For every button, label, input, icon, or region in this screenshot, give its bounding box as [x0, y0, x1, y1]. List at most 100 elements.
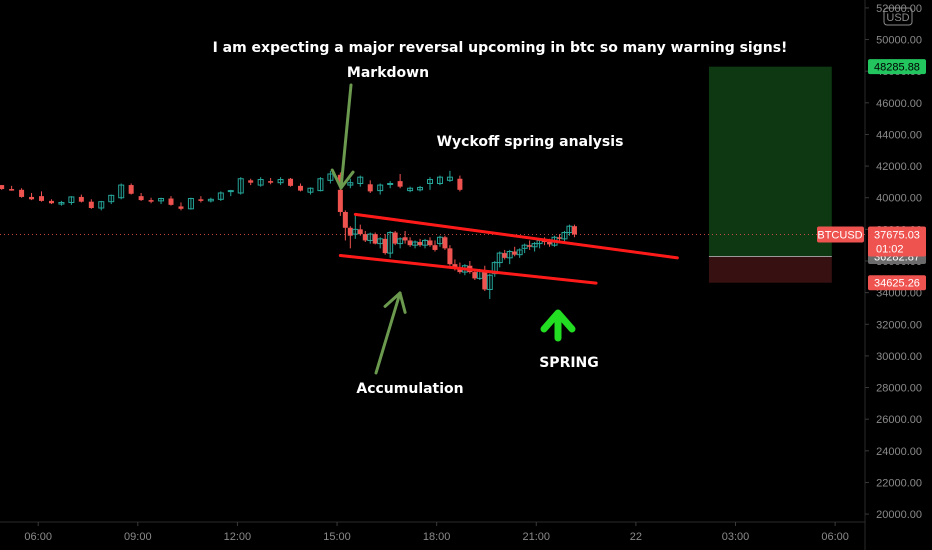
candle-body [512, 251, 518, 255]
candle-body [377, 184, 384, 192]
wyckoff-annotation: Wyckoff spring analysis [437, 134, 624, 150]
candle-body [362, 234, 368, 241]
candle-body [307, 187, 314, 193]
candle-body [407, 187, 414, 192]
candle-body [108, 194, 115, 203]
y-tick-label: 20000.00 [876, 509, 922, 521]
candle-body [268, 181, 274, 183]
candle-body [298, 185, 304, 191]
candle-body [347, 182, 354, 186]
x-tick-label: 15:00 [323, 531, 351, 543]
candle-body [257, 179, 264, 186]
candle-body [407, 240, 413, 246]
symbol-label: BTCUSD [817, 230, 862, 242]
candle-body [207, 198, 214, 202]
y-tick-label: 42000.00 [876, 161, 922, 173]
y-tick-label: 50000.00 [876, 35, 922, 47]
candle-body [527, 245, 533, 247]
candle-body [357, 176, 364, 184]
y-tick-label: 52000.00 [876, 3, 922, 15]
candle-body [29, 196, 35, 200]
candle-body [447, 248, 453, 265]
y-tick-label: 40000.00 [876, 193, 922, 205]
candle-body [187, 198, 194, 210]
candle-body [248, 180, 254, 183]
candle-body [557, 237, 563, 239]
candle-body [148, 200, 154, 202]
y-tick-label: 34000.00 [876, 288, 922, 300]
candle-body [417, 242, 423, 246]
candle-body [128, 185, 134, 194]
candle-body [327, 173, 334, 181]
candle-body [217, 192, 224, 200]
candle-body [417, 186, 424, 191]
candle-body [571, 226, 577, 235]
candle-body [502, 253, 508, 258]
candle-body [168, 198, 174, 205]
markdown-annotation: Markdown [347, 65, 429, 81]
target-zone [708, 66, 832, 257]
symbol-tag: BTCUSD [817, 226, 864, 243]
candle-body [382, 238, 388, 254]
price-tag-label: 34625.26 [874, 278, 920, 290]
candle-body [482, 270, 488, 290]
x-tick-label: 09:00 [124, 531, 152, 543]
candle-body [392, 232, 398, 244]
accumulation-arrow [374, 291, 407, 375]
candle-body [158, 198, 165, 202]
candle-body [198, 199, 204, 201]
stop-zone [708, 256, 832, 283]
spring-arrow [540, 309, 576, 342]
candle-body [367, 184, 373, 192]
candle-body [387, 182, 394, 185]
candle-body [68, 196, 75, 203]
candle-body [337, 189, 343, 212]
candle-body [436, 176, 443, 184]
currency-label: USD [886, 12, 909, 24]
candle-body [457, 178, 463, 190]
candle-body [98, 201, 105, 209]
candle-body [427, 179, 434, 184]
target-price-tag: 48285.88 [868, 59, 926, 75]
y-tick-label: 46000.00 [876, 98, 922, 110]
wedge-lower-line [338, 253, 598, 285]
candle-body [138, 196, 144, 201]
candle-body [432, 245, 438, 250]
y-tick-label: 24000.00 [876, 446, 922, 458]
candle-body [178, 206, 184, 209]
candle-body [227, 190, 234, 193]
x-tick-label: 03:00 [722, 531, 750, 543]
candle-body [9, 189, 15, 191]
headline-annotation: I am expecting a major reversal upcoming… [213, 40, 788, 56]
candle-body [277, 179, 284, 184]
candle-body [357, 229, 363, 235]
candle-body [19, 189, 25, 197]
currency-badge[interactable]: USD [883, 7, 913, 26]
candle-body [118, 184, 125, 199]
candle-body [472, 272, 478, 279]
y-tick-label: 32000.00 [876, 319, 922, 331]
current-price-label: 37675.03 [874, 230, 920, 242]
candle-body [457, 268, 463, 273]
candle-body [237, 178, 244, 194]
wedge-upper-line [353, 212, 679, 260]
countdown-label: 01:02 [876, 244, 904, 256]
candle-body [88, 201, 94, 209]
y-tick-label: 44000.00 [876, 129, 922, 141]
x-tick-label: 06:00 [821, 531, 849, 543]
markdown-arrow [330, 83, 355, 190]
candle-body [397, 238, 404, 245]
y-tick-label: 28000.00 [876, 383, 922, 395]
y-tick-label: 30000.00 [876, 351, 922, 363]
candle-body [347, 227, 353, 236]
candle-body [342, 211, 348, 228]
candle-body [317, 178, 324, 192]
candle-body [446, 176, 453, 181]
x-tick-label: 21:00 [523, 531, 551, 543]
price-tag-label: 48285.88 [874, 62, 920, 74]
candle-body [58, 201, 65, 205]
candle-body [372, 234, 378, 244]
y-tick-label: 22000.00 [876, 477, 922, 489]
candle-body [39, 196, 45, 201]
